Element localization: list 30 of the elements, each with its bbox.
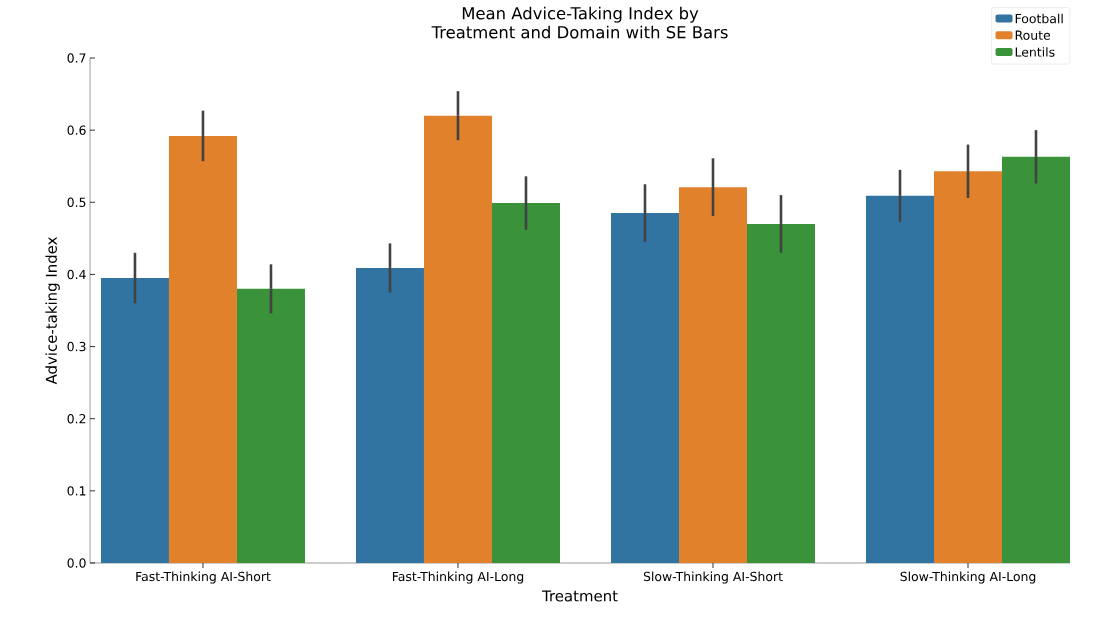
x-tick-label: Fast-Thinking AI-Short <box>136 571 271 584</box>
bar <box>236 288 305 563</box>
bar <box>1002 156 1071 563</box>
legend-label: Lentils <box>1015 47 1055 57</box>
y-tick-label: 0.2 <box>67 414 86 424</box>
bar <box>491 203 560 563</box>
y-tick-label: 0.1 <box>67 486 86 496</box>
bar <box>866 195 934 563</box>
legend-label: Football <box>1015 13 1063 24</box>
y-tick-label: 0.5 <box>67 197 86 207</box>
x-tick-label: Slow-Thinking AI-Long <box>900 571 1036 584</box>
x-axis-title: Treatment <box>541 590 618 602</box>
y-tick-label: 0.6 <box>67 125 86 135</box>
legend-label: Route <box>1015 30 1051 40</box>
bar <box>934 171 1002 563</box>
y-tick-label: 0.4 <box>67 269 86 280</box>
x-tick-label: Fast-Thinking AI-Long <box>392 571 524 584</box>
y-tick-label: 0.3 <box>67 341 86 352</box>
y-axis-title: Advice-taking Index <box>45 237 60 385</box>
bar <box>610 213 679 563</box>
bar <box>100 278 169 563</box>
bar <box>355 267 424 563</box>
bar <box>678 187 747 563</box>
bar <box>746 223 815 563</box>
chart-title: Mean Advice-Taking Index by Treatment and Domain with SE Bars <box>431 6 728 39</box>
bar <box>168 135 237 563</box>
x-tick-label: Slow-Thinking AI-Short <box>643 571 783 584</box>
y-tick-label: 0.7 <box>67 53 86 63</box>
y-tick-label: 0.0 <box>67 558 86 568</box>
bar <box>423 115 492 563</box>
